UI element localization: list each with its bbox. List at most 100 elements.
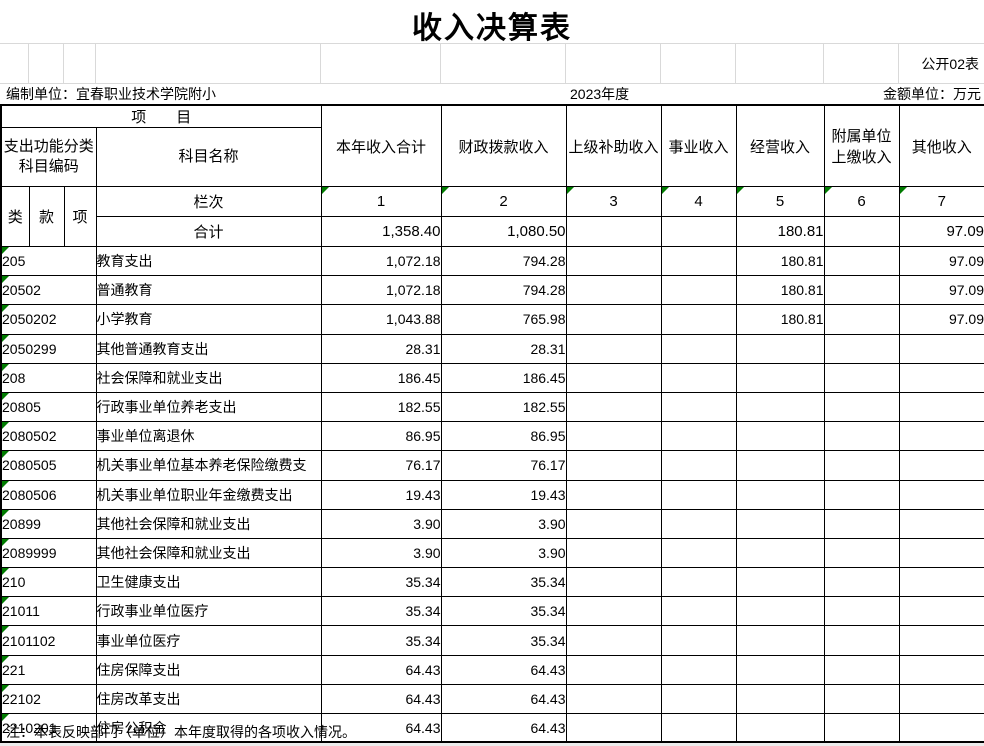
value-cell[interactable]	[898, 567, 984, 598]
value-cell[interactable]: 182.55	[440, 391, 567, 423]
value-cell[interactable]: 76.17	[440, 450, 567, 481]
subject-name-cell[interactable]: 机关事业单位职业年金缴费支出	[95, 479, 322, 510]
value-cell[interactable]	[735, 625, 825, 656]
column-header-cell-other-income[interactable]: 其他收入	[898, 104, 984, 187]
value-cell[interactable]	[660, 654, 737, 685]
value-cell[interactable]: 765.98	[440, 304, 567, 335]
function-code-cell[interactable]: 205	[0, 245, 97, 277]
class-header-cell[interactable]: 类	[0, 186, 30, 247]
value-cell[interactable]: 35.34	[320, 625, 442, 656]
function-code-cell[interactable]: 20899	[0, 508, 97, 539]
value-cell[interactable]	[565, 275, 662, 306]
subject-name-cell[interactable]: 卫生健康支出	[95, 567, 322, 598]
function-code-cell[interactable]: 22102	[0, 683, 97, 715]
value-cell[interactable]: 35.34	[320, 567, 442, 598]
value-cell[interactable]: 1,072.18	[320, 275, 442, 306]
value-cell[interactable]	[565, 654, 662, 685]
function-code-cell[interactable]: 210	[0, 567, 97, 598]
value-cell[interactable]	[735, 391, 825, 423]
function-code-cell[interactable]: 221	[0, 654, 97, 685]
value-cell[interactable]: 35.34	[320, 596, 442, 627]
value-cell[interactable]	[660, 683, 737, 715]
column-number-cell[interactable]: 2	[440, 186, 567, 217]
value-cell[interactable]	[735, 567, 825, 598]
value-cell[interactable]: 86.95	[320, 421, 442, 452]
grand-total-label-cell[interactable]: 合计	[95, 216, 322, 247]
value-cell[interactable]	[565, 596, 662, 627]
value-cell[interactable]	[660, 362, 737, 393]
value-cell[interactable]	[898, 391, 984, 423]
grand-total-value-cell[interactable]	[565, 216, 662, 247]
value-cell[interactable]: 76.17	[320, 450, 442, 481]
subject-name-cell[interactable]: 住房公积金	[95, 713, 322, 744]
subject-name-cell[interactable]: 其他普通教育支出	[95, 333, 322, 364]
value-cell[interactable]	[565, 245, 662, 277]
value-cell[interactable]	[735, 421, 825, 452]
function-code-cell[interactable]: 2210201	[0, 713, 97, 744]
value-cell[interactable]	[898, 596, 984, 627]
value-cell[interactable]: 3.90	[320, 508, 442, 539]
subject-name-cell[interactable]: 住房保障支出	[95, 654, 322, 685]
value-cell[interactable]: 97.09	[898, 304, 984, 335]
function-code-cell[interactable]: 208	[0, 362, 97, 393]
value-cell[interactable]	[660, 304, 737, 335]
subject-name-cell[interactable]: 行政事业单位医疗	[95, 596, 322, 627]
value-cell[interactable]	[898, 362, 984, 393]
value-cell[interactable]	[660, 567, 737, 598]
value-cell[interactable]	[823, 275, 900, 306]
value-cell[interactable]	[660, 245, 737, 277]
value-cell[interactable]	[823, 654, 900, 685]
value-cell[interactable]: 180.81	[735, 275, 825, 306]
value-cell[interactable]	[660, 508, 737, 539]
value-cell[interactable]: 35.34	[440, 567, 567, 598]
column-header-cell-affiliate-remit[interactable]: 附属单位上缴收入	[823, 104, 900, 187]
column-number-cell[interactable]: 6	[823, 186, 900, 217]
column-number-cell[interactable]: 7	[898, 186, 984, 217]
value-cell[interactable]: 97.09	[898, 275, 984, 306]
value-cell[interactable]: 28.31	[320, 333, 442, 364]
grand-total-value-cell[interactable]: 1,080.50	[440, 216, 567, 247]
value-cell[interactable]	[660, 391, 737, 423]
value-cell[interactable]	[898, 537, 984, 569]
value-cell[interactable]	[823, 391, 900, 423]
value-cell[interactable]	[823, 683, 900, 715]
value-cell[interactable]	[823, 421, 900, 452]
column-number-cell[interactable]: 5	[735, 186, 825, 217]
value-cell[interactable]	[898, 508, 984, 539]
column-header-cell-fiscal-grant[interactable]: 财政拨款收入	[440, 104, 567, 187]
value-cell[interactable]	[823, 713, 900, 744]
column-number-cell[interactable]: 1	[320, 186, 442, 217]
value-cell[interactable]	[823, 625, 900, 656]
value-cell[interactable]	[735, 713, 825, 744]
function-code-cell[interactable]: 20502	[0, 275, 97, 306]
value-cell[interactable]	[898, 333, 984, 364]
value-cell[interactable]: 97.09	[898, 245, 984, 277]
value-cell[interactable]: 182.55	[320, 391, 442, 423]
value-cell[interactable]	[660, 421, 737, 452]
subject-name-cell[interactable]: 事业单位离退休	[95, 421, 322, 452]
project-header-cell[interactable]: 项 目	[0, 104, 322, 128]
value-cell[interactable]	[898, 654, 984, 685]
value-cell[interactable]: 794.28	[440, 245, 567, 277]
value-cell[interactable]: 35.34	[440, 625, 567, 656]
value-cell[interactable]	[898, 683, 984, 715]
function-code-cell[interactable]: 2050299	[0, 333, 97, 364]
value-cell[interactable]: 794.28	[440, 275, 567, 306]
value-cell[interactable]	[735, 333, 825, 364]
value-cell[interactable]	[565, 450, 662, 481]
value-cell[interactable]	[898, 479, 984, 510]
value-cell[interactable]	[565, 683, 662, 715]
value-cell[interactable]	[735, 362, 825, 393]
column-header-cell-superior-subsidy[interactable]: 上级补助收入	[565, 104, 662, 187]
value-cell[interactable]: 186.45	[440, 362, 567, 393]
value-cell[interactable]	[735, 537, 825, 569]
value-cell[interactable]	[660, 537, 737, 569]
value-cell[interactable]	[660, 596, 737, 627]
grand-total-value-cell[interactable]	[823, 216, 900, 247]
value-cell[interactable]	[660, 479, 737, 510]
function-code-cell[interactable]: 2080505	[0, 450, 97, 481]
subject-name-cell[interactable]: 社会保障和就业支出	[95, 362, 322, 393]
value-cell[interactable]	[898, 713, 984, 744]
value-cell[interactable]	[660, 275, 737, 306]
subject-name-cell[interactable]: 机关事业单位基本养老保险缴费支	[95, 450, 322, 481]
